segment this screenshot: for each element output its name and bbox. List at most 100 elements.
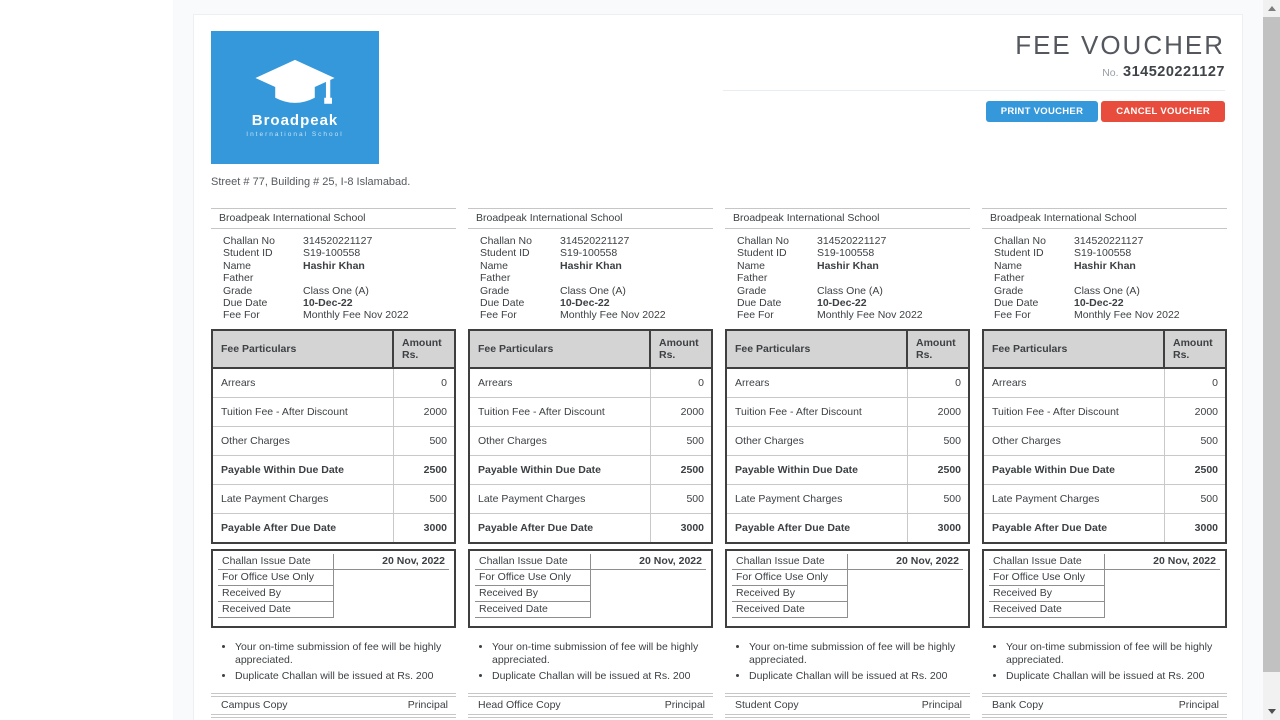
fee-table-row: Other Charges 500 xyxy=(725,425,970,456)
detail-value: 10-Dec-22 xyxy=(817,297,867,310)
detail-label: Student ID xyxy=(994,247,1044,260)
school-logo: Broadpeak International School xyxy=(211,31,379,164)
fee-particulars-table: Fee Particulars Amount Rs. Arrears 0 Tui… xyxy=(725,328,970,544)
detail-row: Due Date 10-Dec-22 xyxy=(737,297,970,309)
detail-value: Hashir Khan xyxy=(560,259,622,272)
fee-label: Payable After Due Date xyxy=(725,512,908,544)
detail-row: Due Date 10-Dec-22 xyxy=(480,297,713,309)
scroll-up-icon[interactable] xyxy=(1263,0,1280,17)
detail-row: Name Hashir Khan xyxy=(737,260,970,272)
voucher-grid: Broadpeak International School Challan N… xyxy=(211,208,1227,720)
received-date-row: Received Date xyxy=(732,601,964,618)
received-by-label: Received By xyxy=(218,585,334,602)
voucher-copy: Broadpeak International School Challan N… xyxy=(982,208,1227,720)
detail-value: S19-100558 xyxy=(303,247,361,260)
detail-label: Grade xyxy=(737,284,767,297)
received-date-value xyxy=(848,601,964,617)
fee-amount: 2500 xyxy=(392,454,456,485)
issue-date-label: Challan Issue Date xyxy=(989,553,1105,570)
fee-particulars-table: Fee Particulars Amount Rs. Arrears 0 Tui… xyxy=(468,328,713,544)
fee-label: Other Charges xyxy=(725,425,908,456)
voucher-school-name: Broadpeak International School xyxy=(725,208,970,229)
office-use-table: Challan Issue Date 20 Nov, 2022 For Offi… xyxy=(732,553,964,618)
header-divider xyxy=(723,89,1225,91)
scrollbar-thumb[interactable] xyxy=(1263,17,1280,672)
fee-table-row: Payable Within Due Date 2500 xyxy=(211,454,456,485)
detail-row: Fee For Monthly Fee Nov 2022 xyxy=(223,309,456,321)
office-use-value xyxy=(1105,569,1221,585)
scroll-down-icon[interactable] xyxy=(1263,703,1280,720)
detail-row: Student ID S19-100558 xyxy=(737,247,970,259)
issue-date-value: 20 Nov, 2022 xyxy=(590,553,706,570)
detail-row: Due Date 10-Dec-22 xyxy=(994,297,1227,309)
fee-amount: 0 xyxy=(906,367,970,398)
office-use-value xyxy=(334,569,450,585)
fee-particulars-header: Fee Particulars xyxy=(982,328,1165,369)
fee-amount: 500 xyxy=(392,483,456,514)
fee-amount: 0 xyxy=(1163,367,1227,398)
detail-value: S19-100558 xyxy=(560,247,618,260)
action-buttons: PRINT VOUCHER CANCEL VOUCHER xyxy=(723,100,1225,122)
received-date-value xyxy=(1105,601,1221,617)
detail-label: Student ID xyxy=(223,247,273,260)
detail-label: Challan No xyxy=(223,235,275,247)
fee-table-header-row: Fee Particulars Amount Rs. xyxy=(211,328,456,369)
office-use-value xyxy=(848,569,964,585)
detail-label: Challan No xyxy=(737,235,789,247)
fee-table-row: Tuition Fee - After Discount 2000 xyxy=(211,396,456,427)
detail-label: Grade xyxy=(480,284,510,297)
scrollbar[interactable] xyxy=(1263,0,1280,720)
fee-label: Arrears xyxy=(982,367,1165,398)
received-by-value xyxy=(848,585,964,601)
fee-label: Payable After Due Date xyxy=(211,512,394,544)
fee-amount: 500 xyxy=(649,425,713,456)
office-use-box: Challan Issue Date 20 Nov, 2022 For Offi… xyxy=(468,548,713,628)
office-use-table: Challan Issue Date 20 Nov, 2022 For Offi… xyxy=(218,553,450,618)
detail-value: 10-Dec-22 xyxy=(560,297,610,310)
voucher-notes: Your on-time submission of fee will be h… xyxy=(468,641,713,683)
fee-table-row: Arrears 0 xyxy=(725,367,970,398)
detail-row: Challan No 314520221127 xyxy=(480,235,713,247)
detail-row: Challan No 314520221127 xyxy=(737,235,970,247)
detail-label: Father xyxy=(737,272,768,285)
detail-row: Father xyxy=(737,272,970,284)
detail-value: Class One (A) xyxy=(303,284,369,297)
voucher-school-name: Broadpeak International School xyxy=(468,208,713,229)
voucher-notes: Your on-time submission of fee will be h… xyxy=(211,641,456,683)
copy-label: Head Office Copy xyxy=(478,699,561,712)
detail-label: Name xyxy=(994,259,1023,272)
received-by-value xyxy=(334,585,450,601)
cancel-voucher-button[interactable]: CANCEL VOUCHER xyxy=(1101,100,1225,122)
amount-header: Amount Rs. xyxy=(392,328,456,369)
detail-row: Name Hashir Khan xyxy=(480,260,713,272)
print-voucher-button[interactable]: PRINT VOUCHER xyxy=(985,100,1099,122)
amount-header: Amount Rs. xyxy=(1163,328,1227,369)
fee-table-row: Arrears 0 xyxy=(468,367,713,398)
fee-table-row: Tuition Fee - After Discount 2000 xyxy=(982,396,1227,427)
fee-table-row: Other Charges 500 xyxy=(982,425,1227,456)
student-details: Challan No 314520221127 Student ID S19-1… xyxy=(211,235,456,322)
received-date-label: Received Date xyxy=(475,601,591,618)
note-item: Your on-time submission of fee will be h… xyxy=(492,641,713,667)
fee-amount: 500 xyxy=(906,483,970,514)
detail-value: Class One (A) xyxy=(817,284,883,297)
fee-label: Payable Within Due Date xyxy=(982,454,1165,485)
detail-value: Monthly Fee Nov 2022 xyxy=(303,309,409,322)
student-details: Challan No 314520221127 Student ID S19-1… xyxy=(982,235,1227,322)
received-by-label: Received By xyxy=(732,585,848,602)
received-by-label: Received By xyxy=(989,585,1105,602)
office-use-label: For Office Use Only xyxy=(732,569,848,586)
fee-amount: 500 xyxy=(1163,483,1227,514)
fee-amount: 0 xyxy=(649,367,713,398)
detail-label: Due Date xyxy=(223,297,268,310)
detail-value: 10-Dec-22 xyxy=(303,297,353,310)
copy-label-row: Student Copy Principal xyxy=(725,693,970,719)
detail-row: Grade Class One (A) xyxy=(480,285,713,297)
detail-label: Grade xyxy=(994,284,1024,297)
office-use-box: Challan Issue Date 20 Nov, 2022 For Offi… xyxy=(982,548,1227,628)
detail-value xyxy=(303,272,456,284)
fee-particulars-table: Fee Particulars Amount Rs. Arrears 0 Tui… xyxy=(982,328,1227,544)
issue-date-row: Challan Issue Date 20 Nov, 2022 xyxy=(989,553,1220,570)
fee-label: Arrears xyxy=(468,367,651,398)
detail-value: Monthly Fee Nov 2022 xyxy=(1074,309,1180,322)
